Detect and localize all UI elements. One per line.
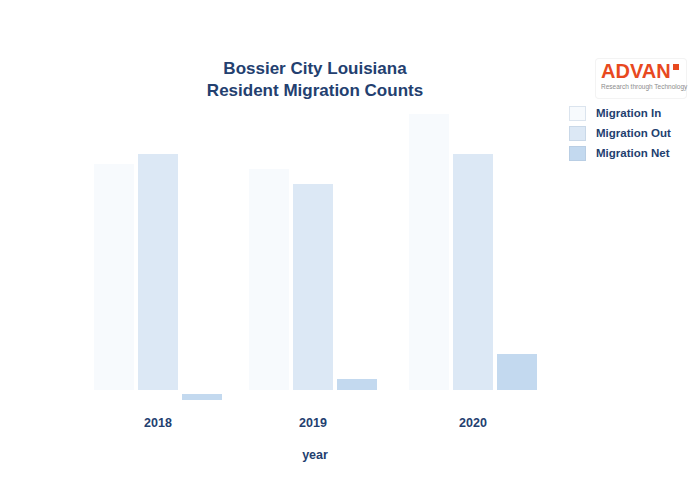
plot-area: [0, 0, 700, 500]
bar-migration-out-2019: [291, 182, 335, 392]
bar-migration-in-2018: [92, 162, 136, 392]
bar-migration-out-2020: [451, 152, 495, 392]
bar-migration-in-2020: [407, 112, 451, 392]
bar-migration-out-2018: [136, 152, 180, 392]
x-axis-title: year: [302, 448, 328, 462]
bar-migration-net-2020: [495, 352, 539, 392]
bar-migration-net-2018: [180, 392, 224, 402]
bar-migration-net-2019: [335, 377, 379, 392]
bar-migration-in-2019: [247, 167, 291, 392]
x-tick-3: 2020: [459, 416, 487, 430]
x-tick-2: 2019: [299, 416, 327, 430]
chart-canvas: Bossier City Louisiana Resident Migratio…: [0, 0, 700, 500]
x-tick-1: 2018: [144, 416, 172, 430]
